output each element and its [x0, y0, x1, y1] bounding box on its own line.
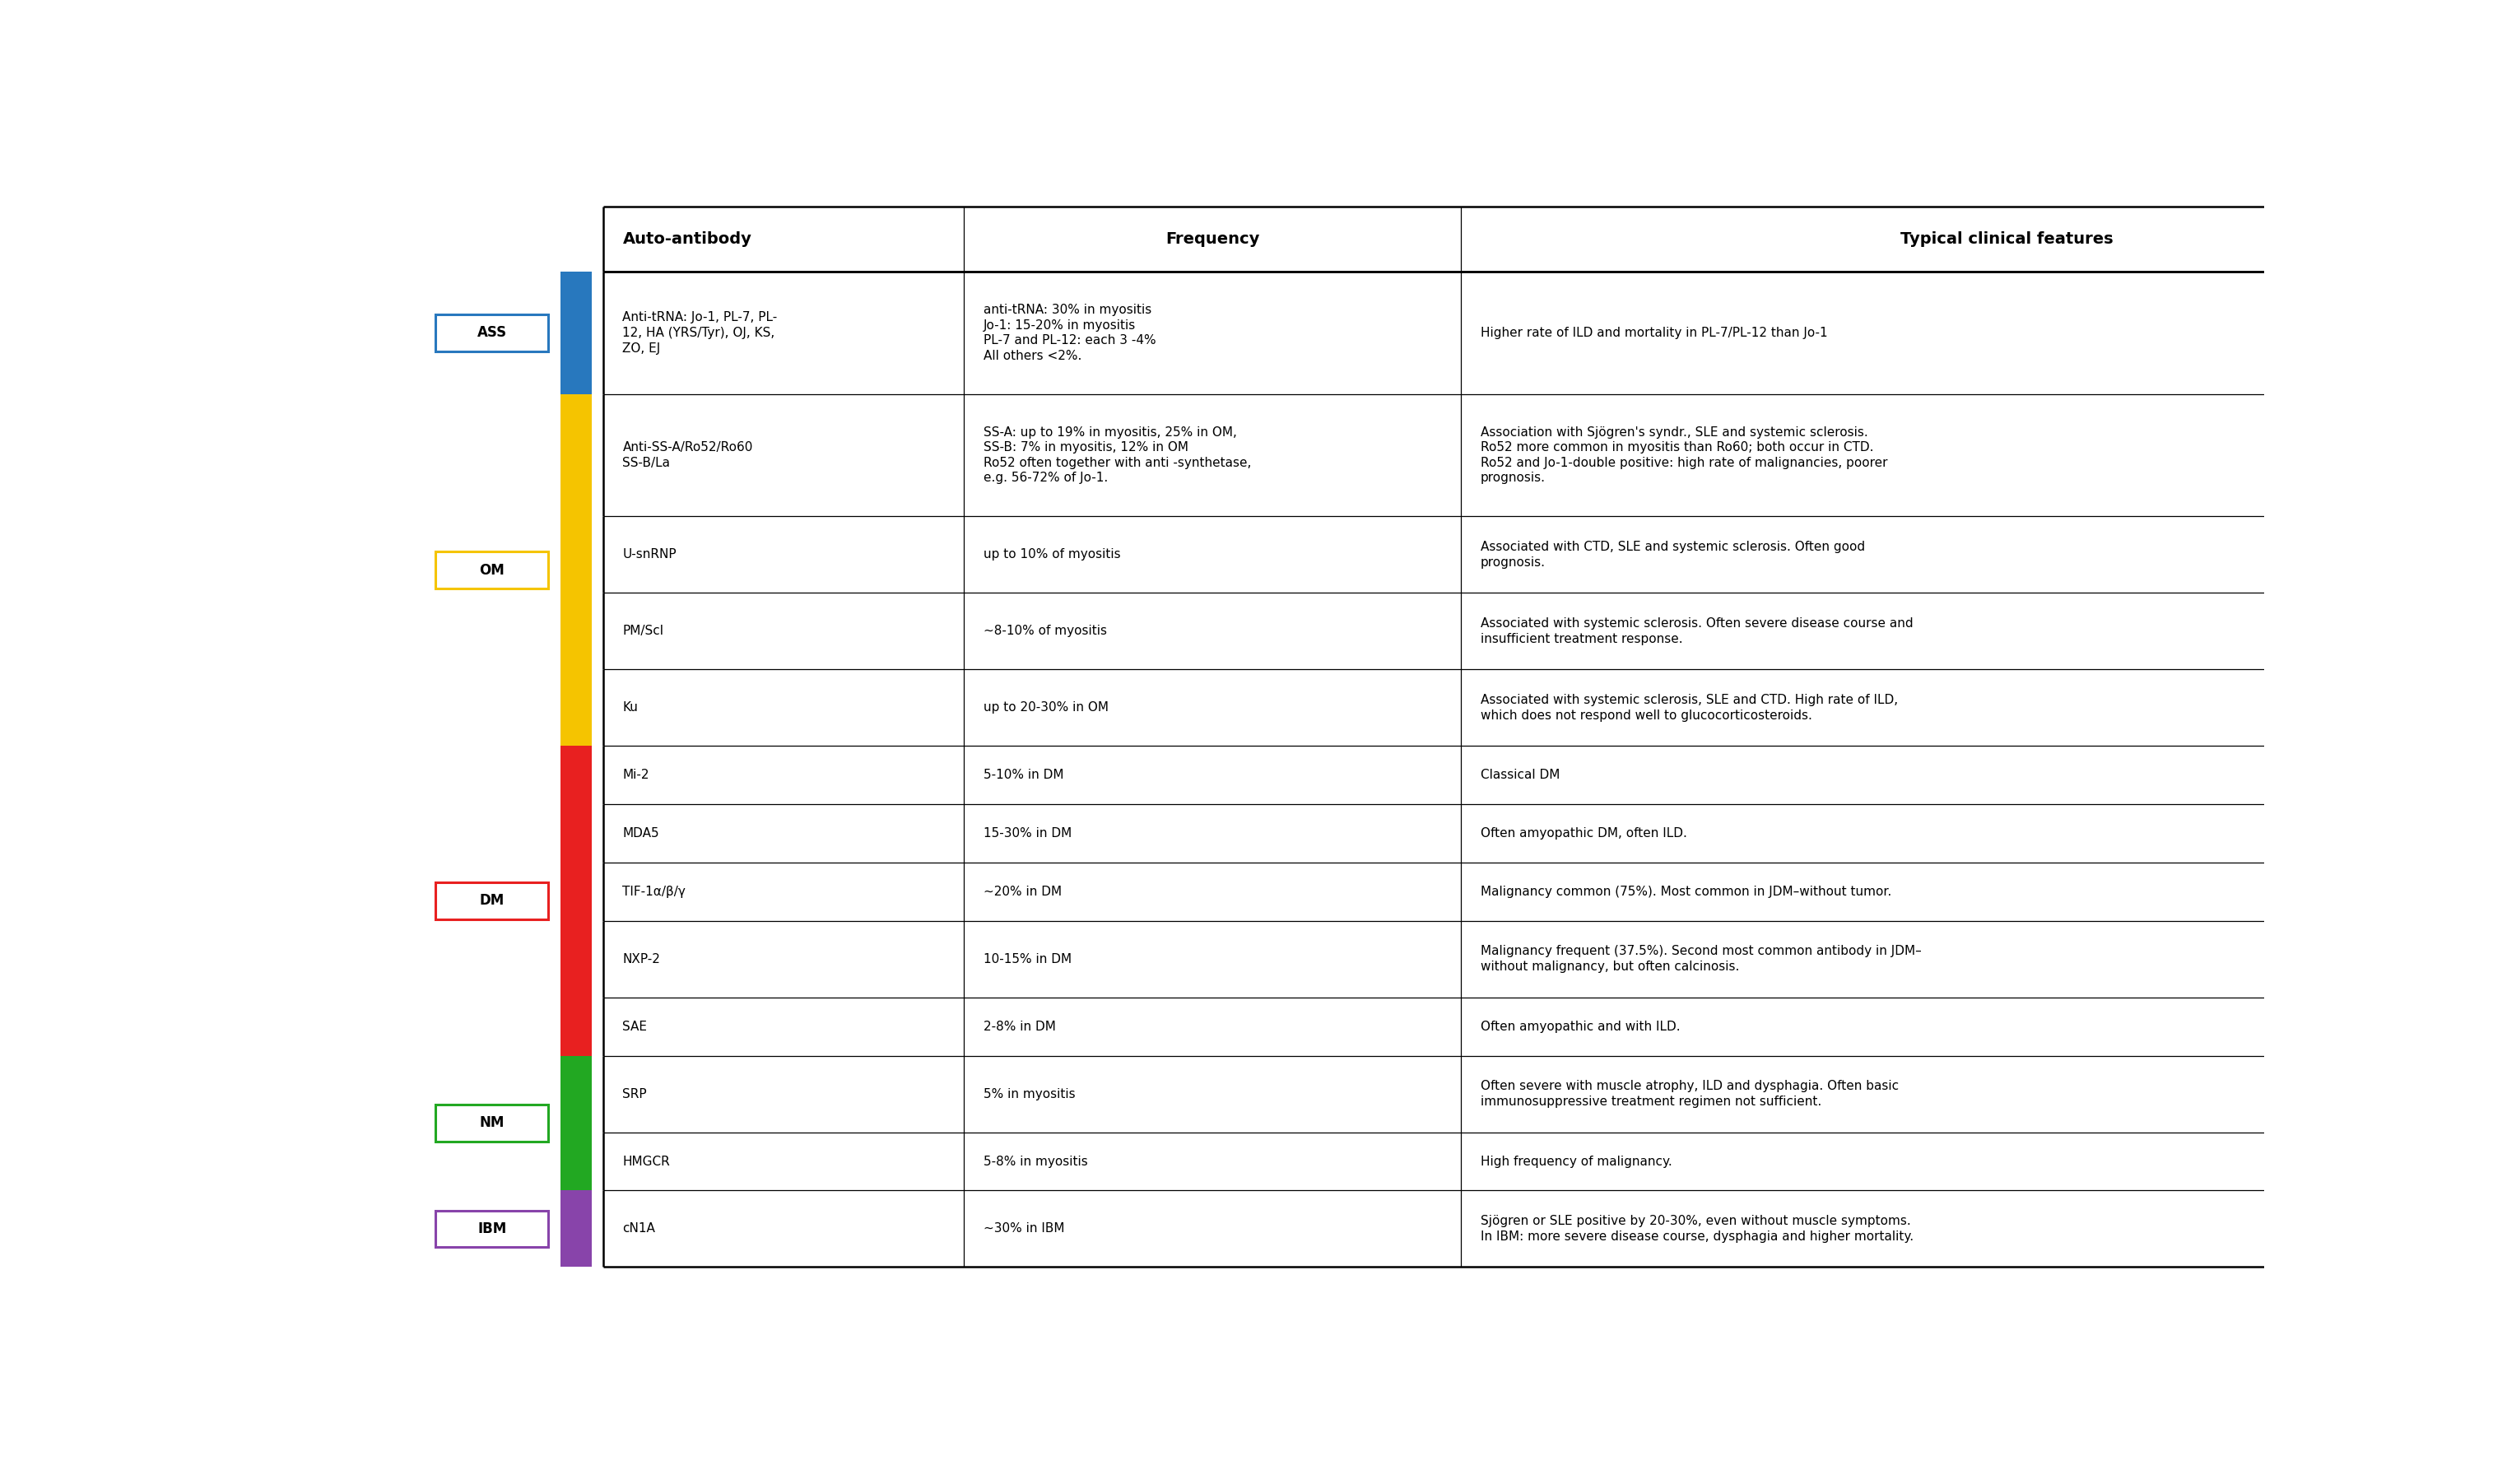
Bar: [435, 1211, 548, 1247]
Text: Association with Sjögren's syndr., SLE and systemic sclerosis.
Ro52 more common : Association with Sjögren's syndr., SLE a…: [1479, 426, 1887, 484]
Text: TIF-1α/β/γ: TIF-1α/β/γ: [621, 886, 687, 898]
Text: Malignancy frequent (37.5%). Second most common antibody in JDM–
without maligna: Malignancy frequent (37.5%). Second most…: [1479, 945, 1922, 974]
Text: Mi-2: Mi-2: [621, 769, 649, 781]
Text: Malignancy common (75%). Most common in JDM–without tumor.: Malignancy common (75%). Most common in …: [1479, 886, 1892, 898]
Bar: [561, 1190, 591, 1267]
Text: ~30% in IBM: ~30% in IBM: [984, 1223, 1064, 1235]
Text: OM: OM: [478, 562, 506, 577]
Text: Often amyopathic and with ILD.: Often amyopathic and with ILD.: [1479, 1021, 1681, 1033]
Text: 15-30% in DM: 15-30% in DM: [984, 827, 1072, 840]
Bar: [561, 395, 591, 746]
Bar: [435, 1104, 548, 1141]
Text: Higher rate of ILD and mortality in PL-7/PL-12 than Jo-1: Higher rate of ILD and mortality in PL-7…: [1479, 326, 1827, 338]
Bar: [435, 315, 548, 352]
Text: U-snRNP: U-snRNP: [621, 549, 677, 561]
Text: High frequency of malignancy.: High frequency of malignancy.: [1479, 1155, 1673, 1168]
Text: ASS: ASS: [478, 325, 506, 340]
Text: Classical DM: Classical DM: [1479, 769, 1560, 781]
Bar: [435, 552, 548, 588]
Text: Sjögren or SLE positive by 20-30%, even without muscle symptoms.
In IBM: more se: Sjögren or SLE positive by 20-30%, even …: [1479, 1215, 1915, 1242]
Text: 5-10% in DM: 5-10% in DM: [984, 769, 1064, 781]
Text: Anti-SS-A/Ro52/Ro60
SS-B/La: Anti-SS-A/Ro52/Ro60 SS-B/La: [621, 441, 752, 469]
Text: anti-tRNA: 30% in myositis
Jo-1: 15-20% in myositis
PL-7 and PL-12: each 3 -4%
A: anti-tRNA: 30% in myositis Jo-1: 15-20% …: [984, 304, 1155, 362]
Text: HMGCR: HMGCR: [621, 1155, 669, 1168]
Text: Typical clinical features: Typical clinical features: [1900, 232, 2113, 246]
Text: 2-8% in DM: 2-8% in DM: [984, 1021, 1057, 1033]
Bar: [561, 1055, 591, 1190]
Text: SAE: SAE: [621, 1021, 647, 1033]
Text: Often severe with muscle atrophy, ILD and dysphagia. Often basic
immunosuppressi: Often severe with muscle atrophy, ILD an…: [1479, 1080, 1900, 1107]
Text: Associated with systemic sclerosis. Often severe disease course and
insufficient: Associated with systemic sclerosis. Ofte…: [1479, 617, 1912, 646]
Text: Associated with systemic sclerosis, SLE and CTD. High rate of ILD,
which does no: Associated with systemic sclerosis, SLE …: [1479, 695, 1897, 721]
Text: MDA5: MDA5: [621, 827, 659, 840]
Text: Frequency: Frequency: [1165, 232, 1261, 246]
Text: ~8-10% of myositis: ~8-10% of myositis: [984, 625, 1107, 637]
Text: SS-A: up to 19% in myositis, 25% in OM,
SS-B: 7% in myositis, 12% in OM
Ro52 oft: SS-A: up to 19% in myositis, 25% in OM, …: [984, 426, 1250, 484]
Text: up to 20-30% in OM: up to 20-30% in OM: [984, 702, 1110, 714]
Text: DM: DM: [481, 893, 503, 908]
Text: SRP: SRP: [621, 1088, 647, 1100]
Bar: [435, 883, 548, 919]
Text: NXP-2: NXP-2: [621, 953, 659, 965]
Text: Auto-antibody: Auto-antibody: [621, 232, 752, 246]
Text: Ku: Ku: [621, 702, 639, 714]
Text: NM: NM: [481, 1116, 503, 1131]
Text: 5-8% in myositis: 5-8% in myositis: [984, 1155, 1087, 1168]
Text: 10-15% in DM: 10-15% in DM: [984, 953, 1072, 965]
Text: cN1A: cN1A: [621, 1223, 654, 1235]
Bar: [561, 746, 591, 1055]
Text: Associated with CTD, SLE and systemic sclerosis. Often good
prognosis.: Associated with CTD, SLE and systemic sc…: [1479, 540, 1864, 568]
Text: IBM: IBM: [478, 1221, 506, 1236]
Text: Anti-tRNA: Jo-1, PL-7, PL-
12, HA (YRS/Tyr), OJ, KS,
ZO, EJ: Anti-tRNA: Jo-1, PL-7, PL- 12, HA (YRS/T…: [621, 312, 777, 355]
Text: PM/Scl: PM/Scl: [621, 625, 664, 637]
Text: ~20% in DM: ~20% in DM: [984, 886, 1062, 898]
Text: 5% in myositis: 5% in myositis: [984, 1088, 1074, 1100]
Text: up to 10% of myositis: up to 10% of myositis: [984, 549, 1120, 561]
Text: Often amyopathic DM, often ILD.: Often amyopathic DM, often ILD.: [1479, 827, 1688, 840]
Bar: [561, 272, 591, 395]
